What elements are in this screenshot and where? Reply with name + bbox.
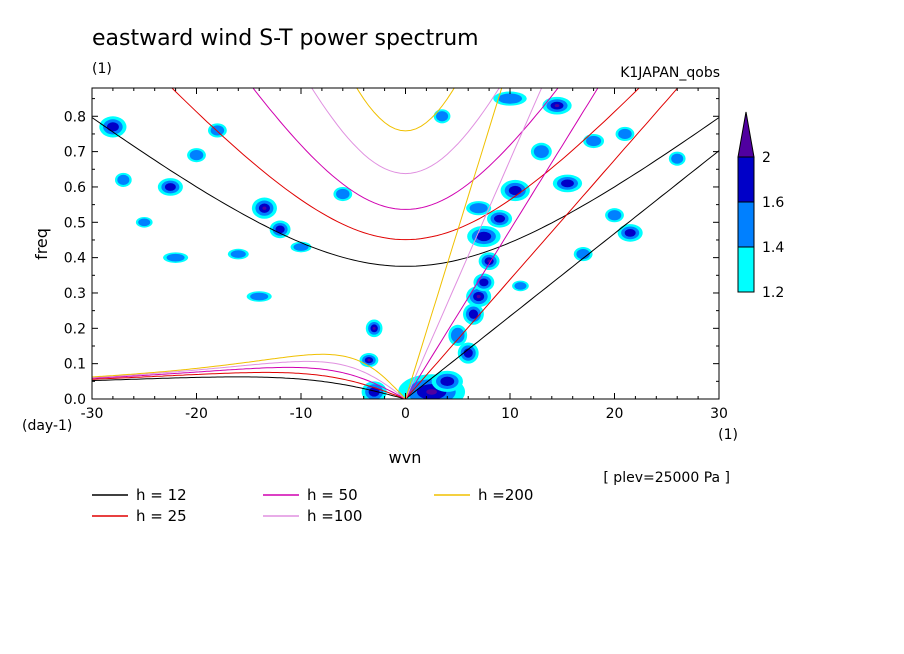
- y-tick-label: 0.1: [64, 357, 86, 373]
- plev-annotation: [ plev=25000 Pa ]: [603, 470, 730, 486]
- power-blob-3-level-2: [368, 387, 380, 397]
- y-axis-ticks: 0.0 0.1 0.2 0.3 0.4 0.5 0.6 0.7 0.8: [64, 98, 719, 408]
- power-blob-24-level-1: [166, 253, 185, 262]
- power-blob-18-level-1: [576, 249, 590, 260]
- power-blob-16-level-1: [533, 145, 549, 158]
- power-blob-20-level-2: [275, 225, 285, 234]
- gravity-curve-h25: [171, 88, 640, 241]
- x-tick-label: -30: [81, 406, 104, 422]
- rossby-curve-h12: [92, 376, 406, 399]
- colorbar-label: 1.4: [762, 240, 784, 256]
- power-blob-2-level-3: [367, 358, 371, 362]
- power-blob-27-level-1: [189, 150, 204, 161]
- legend-label-h50: h = 50: [307, 486, 358, 504]
- chart-title: eastward wind S-T power spectrum: [92, 26, 479, 51]
- power-blob-6-level-1: [450, 327, 465, 344]
- x-axis-label: wvn: [389, 448, 422, 467]
- x-tick-label: 30: [710, 406, 728, 422]
- x-unit-label: (1): [718, 427, 738, 443]
- power-blob-23-level-1: [117, 174, 130, 185]
- y-tick-label: 0.2: [64, 321, 86, 337]
- chart-subtitle-left: (1): [92, 61, 112, 77]
- power-blob-31-level-1: [671, 153, 684, 164]
- colorbar-label: 2: [762, 150, 771, 166]
- colorbar-segment-1: [737, 201, 755, 248]
- x-tick-label: 10: [501, 406, 519, 422]
- kelvin-curve-h25: [405, 88, 679, 399]
- kelvin-curve-h50: [405, 88, 599, 399]
- power-blob-22-level-2: [106, 122, 119, 132]
- power-blob-34-level-1: [497, 93, 523, 104]
- power-blob-28-level-1: [436, 111, 449, 122]
- power-blob-26-level-1: [336, 188, 350, 200]
- x-axis-ticks: -30 -20 -10 0 10 20 30: [81, 88, 728, 422]
- legend-label-h100: h =100: [307, 507, 362, 525]
- x-tick-label: 0: [401, 406, 410, 422]
- power-blob-8-level-3: [476, 294, 481, 299]
- legend-label-h25: h = 25: [136, 507, 187, 525]
- power-blob-15-level-2: [561, 179, 574, 188]
- chart-subtitle-right: K1JAPAN_qobs: [620, 65, 720, 81]
- power-blob-1-level-2: [440, 376, 455, 386]
- legend: h = 12 h = 25 h = 50 h =100 h =200: [92, 486, 533, 525]
- power-blob-14-level-3: [554, 104, 560, 108]
- power-blob-35-level-1: [469, 203, 488, 214]
- power-blob-36-level-1: [514, 282, 527, 290]
- kelvin-curve-h12: [405, 150, 719, 399]
- gravity-curve-h200: [356, 88, 455, 132]
- y-tick-label: 0.6: [64, 180, 86, 196]
- colorbar-segment-0: [737, 156, 755, 203]
- power-blob-21-level-2: [164, 183, 176, 191]
- colorbar-label: 1.2: [762, 285, 784, 301]
- power-blob-13-level-2: [508, 185, 522, 196]
- y-tick-label: 0.3: [64, 286, 86, 302]
- y-tick-label: 0.8: [64, 109, 86, 125]
- power-blob-38-level-1: [138, 218, 151, 227]
- rossby-curve-h200: [92, 353, 406, 399]
- power-blob-12-level-2: [494, 214, 506, 223]
- power-blob-25-level-1: [250, 292, 269, 301]
- dispersion-curves: [92, 88, 719, 399]
- colorbar-segment-2: [737, 246, 755, 293]
- power-blob-7-level-2: [468, 309, 479, 319]
- y-tick-label: 0.5: [64, 215, 86, 231]
- legend-label-h12: h = 12: [136, 486, 187, 504]
- gravity-curve-h50: [252, 88, 559, 210]
- y-axis-label: freq: [32, 228, 51, 260]
- colorbar-label: 1.6: [762, 195, 784, 211]
- power-blob-17-level-2: [624, 229, 636, 237]
- power-blob-37-level-1: [607, 210, 622, 221]
- power-blob-19-level-3: [262, 206, 267, 210]
- power-contours: [99, 91, 686, 399]
- rossby-curve-h50: [92, 366, 406, 399]
- y-tick-label: 0.4: [64, 251, 86, 267]
- power-blob-30-level-1: [618, 128, 632, 140]
- power-blob-11-level-2: [476, 231, 492, 242]
- power-blob-9-level-2: [479, 278, 489, 287]
- kelvin-curve-h100: [405, 88, 543, 399]
- gravity-curve-h100: [311, 88, 500, 175]
- power-blob-0-level-3: [426, 389, 437, 395]
- rossby-curve-h100: [92, 360, 406, 399]
- colorbar-arrow: [737, 111, 755, 158]
- power-blob-4-level-3: [372, 326, 376, 330]
- x-tick-label: 20: [606, 406, 624, 422]
- y-tick-label: 0.7: [64, 145, 86, 161]
- power-blob-29-level-1: [586, 135, 602, 147]
- legend-label-h200: h =200: [478, 486, 533, 504]
- kelvin-curve-h200: [405, 88, 503, 399]
- gravity-curve-h12: [92, 117, 719, 267]
- x-tick-label: -10: [290, 406, 313, 422]
- y-tick-label: 0.0: [64, 392, 86, 408]
- rossby-curve-h25: [92, 371, 406, 399]
- power-blob-33-level-1: [230, 250, 246, 258]
- y-unit-label: (day-1): [22, 418, 72, 434]
- power-blob-32-level-1: [293, 243, 309, 251]
- colorbar: 2 1.6 1.4 1.2: [737, 111, 784, 301]
- x-tick-label: -20: [185, 406, 208, 422]
